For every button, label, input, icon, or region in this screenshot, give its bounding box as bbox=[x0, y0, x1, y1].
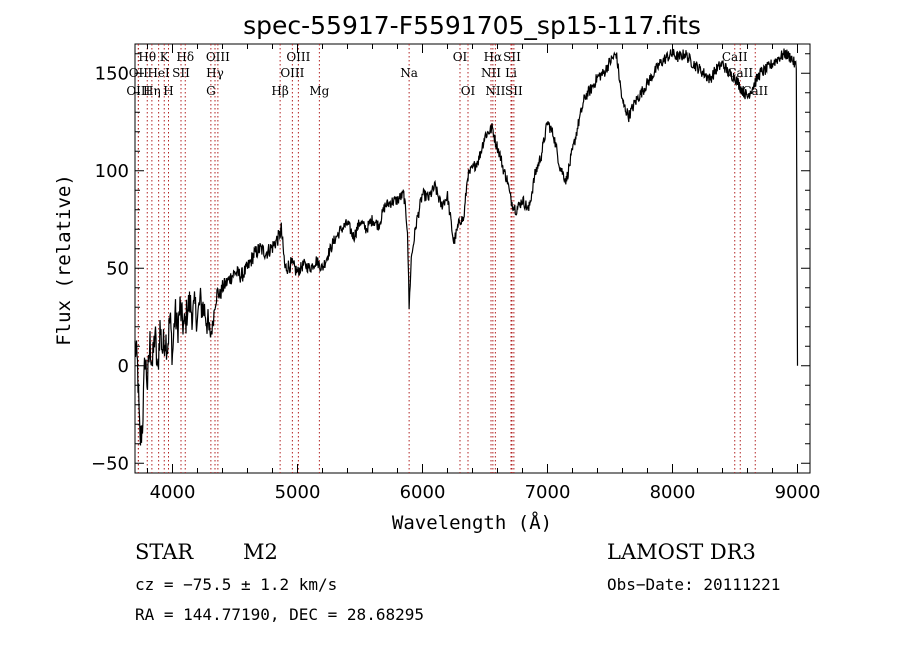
line-label-18: OI bbox=[461, 84, 476, 98]
x-tick-label-1: 5000 bbox=[275, 482, 321, 503]
line-label-6: SII bbox=[172, 66, 190, 80]
spectrum-line bbox=[134, 48, 799, 446]
line-label-20: NII bbox=[481, 66, 501, 80]
ra-dec-coordinates: RA = 144.77190, DEC = 28.68295 bbox=[135, 605, 424, 624]
x-tick-label-2: 6000 bbox=[400, 482, 446, 503]
line-label-9: OIII bbox=[206, 50, 230, 64]
line-label-8: Hδ bbox=[176, 50, 194, 64]
survey-name: LAMOST DR3 bbox=[607, 540, 756, 564]
x-tick-label-3: 7000 bbox=[525, 482, 571, 503]
line-label-2: OIII bbox=[126, 84, 150, 98]
line-label-19: Hα bbox=[484, 50, 503, 64]
line-label-10: Hγ bbox=[206, 66, 224, 80]
x-axis-ticks: 4000 5000 6000 7000 8000 9000 bbox=[147, 44, 821, 503]
object-class: STAR bbox=[135, 540, 194, 564]
y-tick-label-2: 50 bbox=[106, 258, 129, 279]
line-label-21: NII bbox=[485, 84, 505, 98]
y-tick-label-1: 0 bbox=[118, 356, 129, 377]
y-axis-label: Flux (relative) bbox=[53, 174, 75, 346]
line-label-4: K bbox=[160, 50, 170, 64]
line-label-16: Na bbox=[400, 66, 418, 80]
y-tick-label-4: 150 bbox=[95, 63, 129, 84]
y-tick-label-3: 100 bbox=[95, 161, 129, 182]
line-label-14: Hβ bbox=[271, 84, 288, 98]
chart-title: spec-55917-F5591705_sp15-117.fits bbox=[243, 11, 701, 40]
line-label-13: OIII bbox=[280, 66, 304, 80]
line-label-23: Li bbox=[505, 66, 517, 80]
line-label-25: CaII bbox=[722, 50, 748, 64]
x-tick-label-0: 4000 bbox=[150, 482, 196, 503]
line-label-3: Hη bbox=[143, 84, 161, 98]
x-tick-label-5: 9000 bbox=[775, 482, 821, 503]
line-label-12: OIII bbox=[286, 50, 310, 64]
x-tick-label-4: 8000 bbox=[650, 482, 696, 503]
line-label-0: Hθ bbox=[138, 50, 156, 64]
line-label-15: Mg bbox=[309, 84, 329, 98]
line-label-7: H bbox=[163, 84, 173, 98]
line-label-5: HeI bbox=[147, 66, 170, 80]
line-label-22: SII bbox=[503, 50, 521, 64]
y-axis-ticks: −50 0 50 100 150 bbox=[91, 53, 810, 474]
observation-date: Obs−Date: 20111221 bbox=[607, 575, 780, 594]
x-axis-label: Wavelength (Å) bbox=[392, 511, 552, 534]
line-label-24: SII bbox=[505, 84, 523, 98]
object-subclass: M2 bbox=[243, 540, 278, 564]
spectral-line-markers bbox=[137, 44, 756, 473]
line-label-11: G bbox=[206, 84, 216, 98]
y-tick-label-0: −50 bbox=[91, 453, 129, 474]
redshift-velocity: cz = −75.5 ± 1.2 km/s bbox=[135, 575, 337, 594]
plot-frame bbox=[134, 43, 811, 474]
line-label-17: OI bbox=[453, 50, 468, 64]
